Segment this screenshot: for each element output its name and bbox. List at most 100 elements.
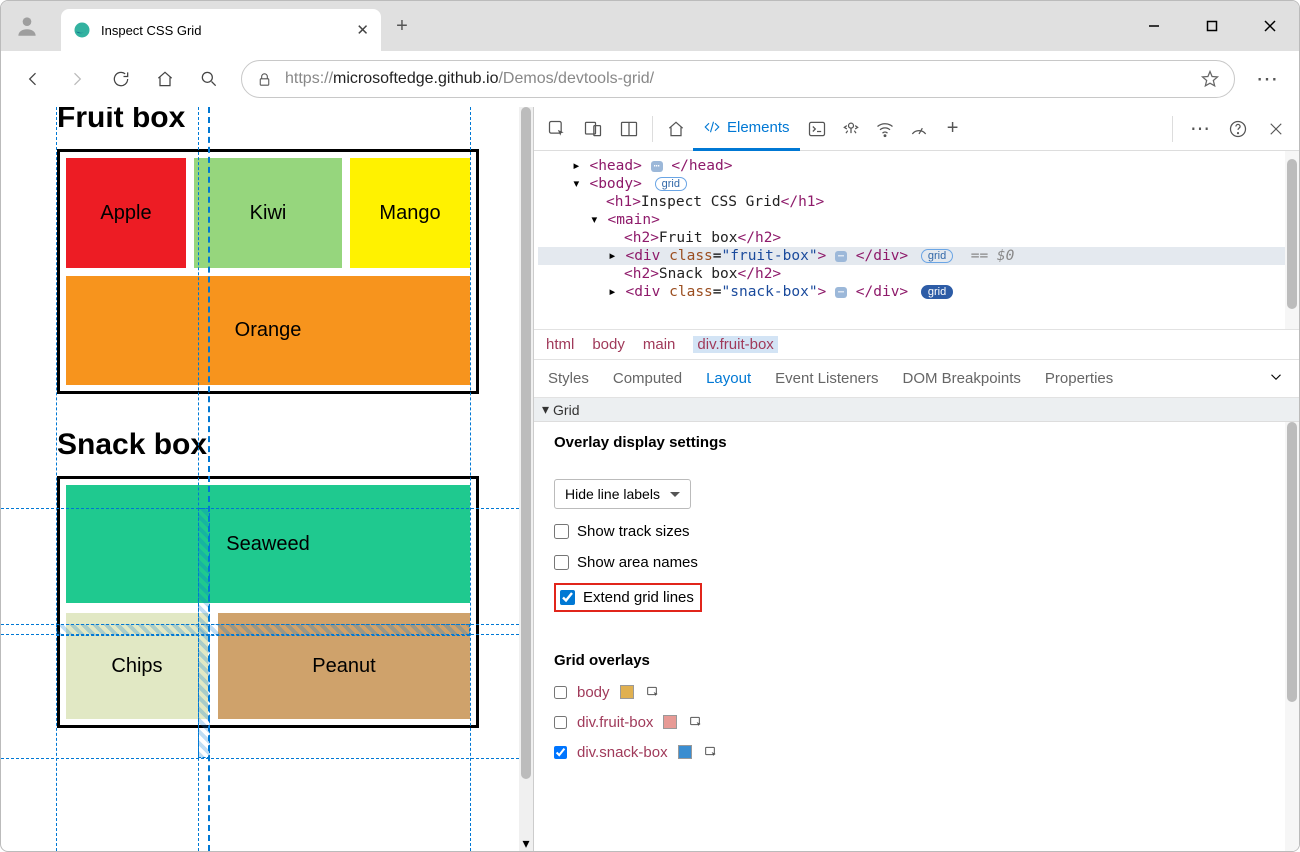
dom-node[interactable]: ▸ <div class="snack-box"> ⋯ </div> grid — [538, 283, 1299, 301]
sources-tab-icon[interactable] — [834, 112, 868, 146]
breadcrumb: html body main div.fruit-box — [534, 329, 1299, 359]
address-bar[interactable]: https://microsoftedge.github.io/Demos/de… — [241, 60, 1235, 98]
welcome-tab-icon[interactable] — [659, 112, 693, 146]
scrollbar-thumb[interactable] — [521, 107, 531, 779]
fruit-cell-orange: Orange — [66, 276, 470, 385]
devtools-pane: Elements + ⋯ ▸ <head> ⋯ </head> ▾ <body — [534, 107, 1299, 851]
show-track-sizes-checkbox[interactable]: Show track sizes — [554, 523, 1279, 540]
checkbox[interactable] — [554, 555, 569, 570]
color-swatch[interactable] — [678, 745, 692, 759]
dom-node-selected[interactable]: ⋯▸ <div class="fruit-box"> ⋯ </div> grid… — [538, 247, 1299, 265]
page-pane: Fruit box Apple Kiwi Mango Orange Snack … — [1, 107, 534, 851]
breadcrumb-item[interactable]: body — [592, 336, 625, 353]
fruit-cell-mango: Mango — [350, 158, 470, 268]
collapse-icon: ▾ — [542, 401, 549, 418]
grid-ext-line — [56, 107, 57, 851]
refresh-button[interactable] — [101, 59, 141, 99]
snack-heading: Snack box — [57, 428, 521, 462]
help-icon[interactable] — [1221, 112, 1255, 146]
minimize-button[interactable] — [1125, 1, 1183, 51]
checkbox[interactable] — [554, 524, 569, 539]
close-window-button[interactable] — [1241, 1, 1299, 51]
breadcrumb-item[interactable]: html — [546, 336, 574, 353]
tab-title: Inspect CSS Grid — [101, 23, 201, 38]
scroll-down-icon[interactable]: ▾ — [519, 835, 533, 851]
checkbox[interactable] — [554, 746, 567, 759]
forward-button[interactable] — [57, 59, 97, 99]
tab-computed[interactable]: Computed — [613, 370, 682, 387]
reveal-element-icon[interactable] — [644, 683, 662, 701]
favorite-icon[interactable] — [1200, 69, 1220, 89]
dom-node[interactable]: <h2>Fruit box</h2> — [538, 229, 1299, 247]
tab-event-listeners[interactable]: Event Listeners — [775, 370, 878, 387]
dock-side-icon[interactable] — [612, 112, 646, 146]
snack-cell-seaweed: Seaweed — [66, 485, 470, 603]
scrollbar-thumb[interactable] — [1287, 159, 1297, 309]
lock-icon — [256, 71, 273, 88]
performance-tab-icon[interactable] — [902, 112, 936, 146]
browser-tab[interactable]: Inspect CSS Grid ✕ — [61, 9, 381, 51]
breadcrumb-item[interactable]: main — [643, 336, 676, 353]
dom-node[interactable]: <h1>Inspect CSS Grid</h1> — [538, 193, 1299, 211]
dom-tree[interactable]: ▸ <head> ⋯ </head> ▾ <body> grid <h1>Ins… — [534, 151, 1299, 329]
edge-favicon-icon — [73, 21, 91, 39]
tab-properties[interactable]: Properties — [1045, 370, 1113, 387]
color-swatch[interactable] — [620, 685, 634, 699]
dom-scrollbar[interactable] — [1285, 151, 1299, 329]
grid-overlay-item[interactable]: div.fruit-box — [554, 713, 1279, 731]
browser-toolbar: https://microsoftedge.github.io/Demos/de… — [1, 51, 1299, 107]
grid-ext-line — [198, 107, 199, 851]
layout-section-header[interactable]: ▾ Grid — [534, 398, 1299, 422]
dom-node[interactable]: ▸ <head> ⋯ </head> — [538, 157, 1299, 175]
window-controls — [1125, 1, 1299, 51]
profile-icon[interactable] — [1, 1, 53, 51]
close-devtools-icon[interactable] — [1259, 112, 1293, 146]
maximize-button[interactable] — [1183, 1, 1241, 51]
dom-node[interactable]: ▾ <main> — [538, 211, 1299, 229]
tab-styles[interactable]: Styles — [548, 370, 589, 387]
network-tab-icon[interactable] — [868, 112, 902, 146]
grid-ext-line — [1, 508, 519, 509]
inspect-element-icon[interactable] — [540, 112, 574, 146]
layout-panel-body: Overlay display settings Hide line label… — [534, 422, 1299, 773]
reveal-element-icon[interactable] — [687, 713, 705, 731]
grid-overlay-item[interactable]: body — [554, 683, 1279, 701]
checkbox[interactable] — [554, 686, 567, 699]
checkbox[interactable] — [554, 716, 567, 729]
dom-node[interactable]: <h2>Snack box</h2> — [538, 265, 1299, 283]
line-labels-select[interactable]: Hide line labels — [554, 479, 691, 509]
elements-subpanel-tabs: Styles Computed Layout Event Listeners D… — [534, 359, 1299, 398]
elements-tab[interactable]: Elements — [693, 107, 800, 151]
devtools-toolbar: Elements + ⋯ — [534, 107, 1299, 151]
extend-grid-lines-checkbox[interactable]: Extend grid lines — [560, 589, 694, 606]
extend-grid-lines-highlighted: Extend grid lines — [554, 583, 702, 612]
grid-ext-line — [470, 107, 471, 851]
more-tabs-icon[interactable] — [1267, 368, 1285, 389]
grid-ext-line — [208, 107, 210, 851]
checkbox[interactable] — [560, 590, 575, 605]
grid-overlay-item[interactable]: div.snack-box — [554, 743, 1279, 761]
device-emulation-icon[interactable] — [576, 112, 610, 146]
color-swatch[interactable] — [663, 715, 677, 729]
dom-node[interactable]: ▾ <body> grid — [538, 175, 1299, 193]
console-tab-icon[interactable] — [800, 112, 834, 146]
grid-ext-line — [1, 758, 519, 759]
page-scrollbar[interactable]: ▾ — [519, 107, 533, 851]
app-menu-button[interactable]: ⋯ — [1247, 59, 1287, 99]
new-tab-button[interactable]: + — [381, 1, 423, 51]
back-button[interactable] — [13, 59, 53, 99]
breadcrumb-item-active[interactable]: div.fruit-box — [693, 336, 777, 353]
fruit-cell-apple: Apple — [66, 158, 186, 268]
home-button[interactable] — [145, 59, 185, 99]
reveal-element-icon[interactable] — [702, 743, 720, 761]
tab-close-icon[interactable]: ✕ — [356, 21, 369, 39]
search-button[interactable] — [189, 59, 229, 99]
show-area-names-checkbox[interactable]: Show area names — [554, 554, 1279, 571]
devtools-menu-icon[interactable]: ⋯ — [1183, 112, 1217, 146]
tab-layout[interactable]: Layout — [706, 370, 751, 387]
browser-window: Inspect CSS Grid ✕ + https://microsofted… — [0, 0, 1300, 852]
fruit-box-grid: Apple Kiwi Mango Orange — [57, 149, 479, 394]
grid-ext-line — [1, 634, 519, 635]
tab-dom-breakpoints[interactable]: DOM Breakpoints — [903, 370, 1021, 387]
more-tabs-button[interactable]: + — [936, 112, 970, 146]
